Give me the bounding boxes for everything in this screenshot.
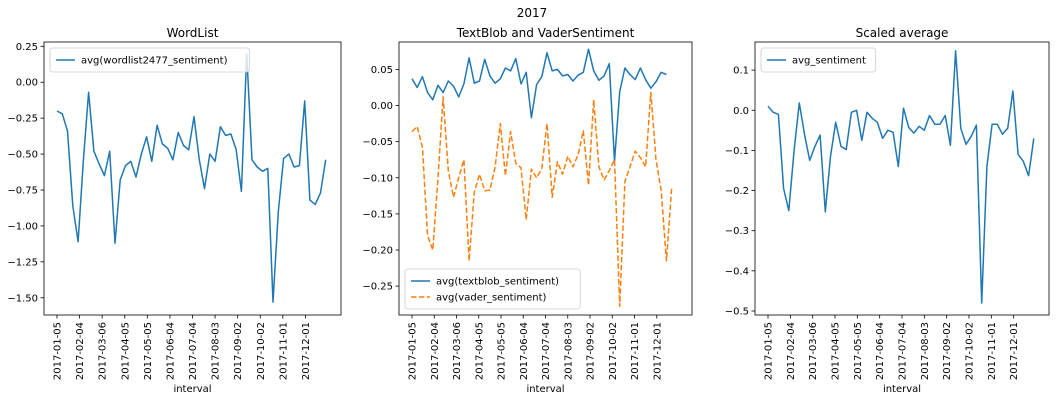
x-tick-label: 2017-03-06 bbox=[452, 322, 463, 380]
x-tick-label: 2017-04-05 bbox=[831, 322, 842, 380]
y-tick-label: 0.05 bbox=[371, 65, 393, 76]
x-tick-label: 2017-07-04 bbox=[188, 322, 199, 380]
legend-entry: avg(vader_sentiment) bbox=[436, 293, 547, 304]
x-tick-label: 2017-06-04 bbox=[519, 322, 530, 380]
legend-entry: avg_sentiment bbox=[792, 56, 866, 67]
x-tick-label: 2017-09-02 bbox=[233, 322, 244, 380]
x-tick-label: 2017-03-06 bbox=[98, 322, 109, 380]
series-line-2 bbox=[411, 91, 673, 308]
y-tick-label: −0.05 bbox=[362, 137, 393, 148]
x-tick-label: 2017-06-04 bbox=[165, 322, 176, 380]
y-tick-label: −0.25 bbox=[362, 282, 393, 293]
x-tick-label: 2017-12-01 bbox=[301, 322, 312, 380]
x-tick-label: 2017-04-05 bbox=[474, 322, 485, 380]
x-tick-label: 2017-07-04 bbox=[541, 322, 552, 380]
x-axis-label: interval bbox=[526, 384, 564, 395]
legend-entry: avg(textblob_sentiment) bbox=[436, 277, 559, 288]
x-tick-label: 2017-02-04 bbox=[430, 322, 441, 380]
y-tick-label: −0.25 bbox=[7, 114, 38, 125]
legend-box bbox=[404, 268, 581, 310]
series-line-1 bbox=[56, 52, 327, 303]
y-tick-label: −0.5 bbox=[725, 306, 749, 317]
axes-frame bbox=[43, 41, 342, 316]
subplot-title: TextBlob and VaderSentiment bbox=[456, 26, 635, 40]
y-tick-label: −0.75 bbox=[7, 185, 38, 196]
x-tick-label: 2017-11-01 bbox=[278, 322, 289, 380]
x-tick-label: 2017-02-04 bbox=[75, 322, 86, 380]
y-tick-label: 0.1 bbox=[733, 66, 749, 77]
x-tick-label: 2017-01-05 bbox=[53, 322, 64, 380]
y-tick-label: −0.50 bbox=[7, 150, 38, 161]
y-tick-label: −0.20 bbox=[362, 246, 393, 257]
x-tick-label: 2017-04-05 bbox=[120, 322, 131, 380]
subplot-1: WordList 0.25 0.00 −0.25 −0.50 −0.75 −1.00 −1.2… bbox=[7, 26, 342, 395]
legend: avg(textblob_sentiment) avg(vader_sentime… bbox=[404, 268, 581, 310]
x-tick-label: 2017-08-03 bbox=[920, 322, 931, 380]
y-tick-label: 0.00 bbox=[371, 101, 393, 112]
x-tick-label: 2017-10-02 bbox=[965, 322, 976, 380]
axes-frame bbox=[754, 41, 1050, 316]
x-tick-label: 2017-01-05 bbox=[764, 322, 775, 380]
series-line-1 bbox=[411, 48, 667, 162]
x-tick-label: 2017-01-05 bbox=[408, 322, 419, 380]
x-tick-label: 2017-07-04 bbox=[898, 322, 909, 380]
x-tick-label: 2017-12-01 bbox=[1009, 322, 1020, 380]
x-tick-label: 2017-08-03 bbox=[563, 322, 574, 380]
x-tick-label: 2017-09-02 bbox=[586, 322, 597, 380]
x-tick-label: 2017-02-04 bbox=[786, 322, 797, 380]
y-tick-label: −0.3 bbox=[725, 226, 749, 237]
x-tick-label: 2017-10-02 bbox=[608, 322, 619, 380]
x-tick-label: 2017-09-02 bbox=[942, 322, 953, 380]
legend: avg(wordlist2477_sentiment) bbox=[49, 47, 250, 73]
x-tick-label: 2017-10-02 bbox=[256, 322, 267, 380]
legend-box bbox=[49, 47, 250, 73]
x-tick-label: 2017-05-05 bbox=[853, 322, 864, 380]
x-axis-label: interval bbox=[173, 384, 211, 395]
y-tick-label: −0.10 bbox=[362, 173, 393, 184]
x-tick-label: 2017-11-01 bbox=[630, 322, 641, 380]
y-tick-label: −0.2 bbox=[725, 186, 749, 197]
x-tick-label: 2017-11-01 bbox=[987, 322, 998, 380]
x-tick-label: 2017-03-06 bbox=[808, 322, 819, 380]
subplot-title: Scaled average bbox=[856, 26, 949, 40]
y-tick-label: −1.50 bbox=[7, 293, 38, 304]
series-line-1 bbox=[767, 50, 1035, 304]
y-tick-label: 0.25 bbox=[16, 42, 38, 53]
x-axis-label: interval bbox=[883, 384, 921, 395]
x-tick-label: 2017-06-04 bbox=[875, 322, 886, 380]
subplot-3: Scaled average 0.1 0.0 −0.1 −0.2 −0.3 −0.4 −0.5… bbox=[725, 26, 1050, 395]
x-tick-label: 2017-12-01 bbox=[652, 322, 663, 380]
y-tick-label: −0.4 bbox=[725, 266, 749, 277]
y-tick-label: −0.1 bbox=[725, 146, 749, 157]
legend: avg_sentiment bbox=[760, 47, 877, 73]
subplot-title: WordList bbox=[167, 26, 219, 40]
y-tick-label: −1.25 bbox=[7, 257, 38, 268]
subplot-2: TextBlob and VaderSentiment 0.05 0.00 −0.05… bbox=[362, 26, 693, 395]
x-tick-label: 2017-08-03 bbox=[211, 322, 222, 380]
legend-entry: avg(wordlist2477_sentiment) bbox=[81, 56, 228, 67]
y-tick-label: −0.15 bbox=[362, 209, 393, 220]
legend-box bbox=[760, 47, 877, 73]
y-tick-label: 0.00 bbox=[16, 78, 38, 89]
x-tick-label: 2017-05-05 bbox=[497, 322, 508, 380]
x-tick-label: 2017-05-05 bbox=[143, 322, 154, 380]
figure-suptitle: 2017 bbox=[517, 6, 548, 20]
y-tick-label: 0.0 bbox=[733, 106, 749, 117]
y-tick-label: −1.00 bbox=[7, 221, 38, 232]
